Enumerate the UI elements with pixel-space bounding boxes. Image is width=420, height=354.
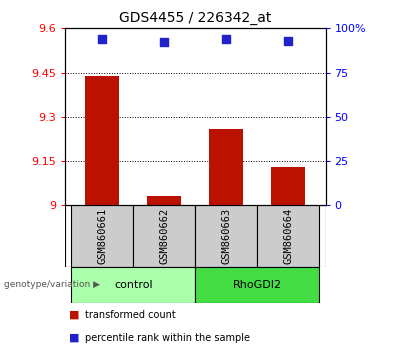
Bar [85, 75, 119, 205]
Point [285, 38, 291, 44]
Bar [209, 129, 243, 205]
Bar [271, 167, 305, 205]
Text: percentile rank within the sample: percentile rank within the sample [85, 333, 250, 343]
Bar [147, 196, 181, 205]
Text: GSM860663: GSM860663 [221, 208, 231, 264]
Text: genotype/variation ▶: genotype/variation ▶ [4, 280, 100, 290]
Text: GSM860662: GSM860662 [159, 208, 169, 264]
Bar [195, 267, 319, 303]
Bar [71, 267, 195, 303]
Bar [133, 205, 195, 267]
Text: GSM860664: GSM860664 [284, 208, 293, 264]
Text: RhoGDI2: RhoGDI2 [233, 280, 282, 290]
Text: control: control [114, 280, 152, 290]
Point [223, 36, 230, 42]
Bar [195, 205, 257, 267]
Title: GDS4455 / 226342_at: GDS4455 / 226342_at [119, 11, 271, 24]
Bar [257, 205, 319, 267]
Text: ■: ■ [69, 310, 80, 320]
Text: ■: ■ [69, 333, 80, 343]
Text: GSM860661: GSM860661 [97, 208, 107, 264]
Point [161, 40, 168, 45]
Bar [71, 205, 133, 267]
Point [99, 36, 106, 42]
Text: transformed count: transformed count [85, 310, 176, 320]
